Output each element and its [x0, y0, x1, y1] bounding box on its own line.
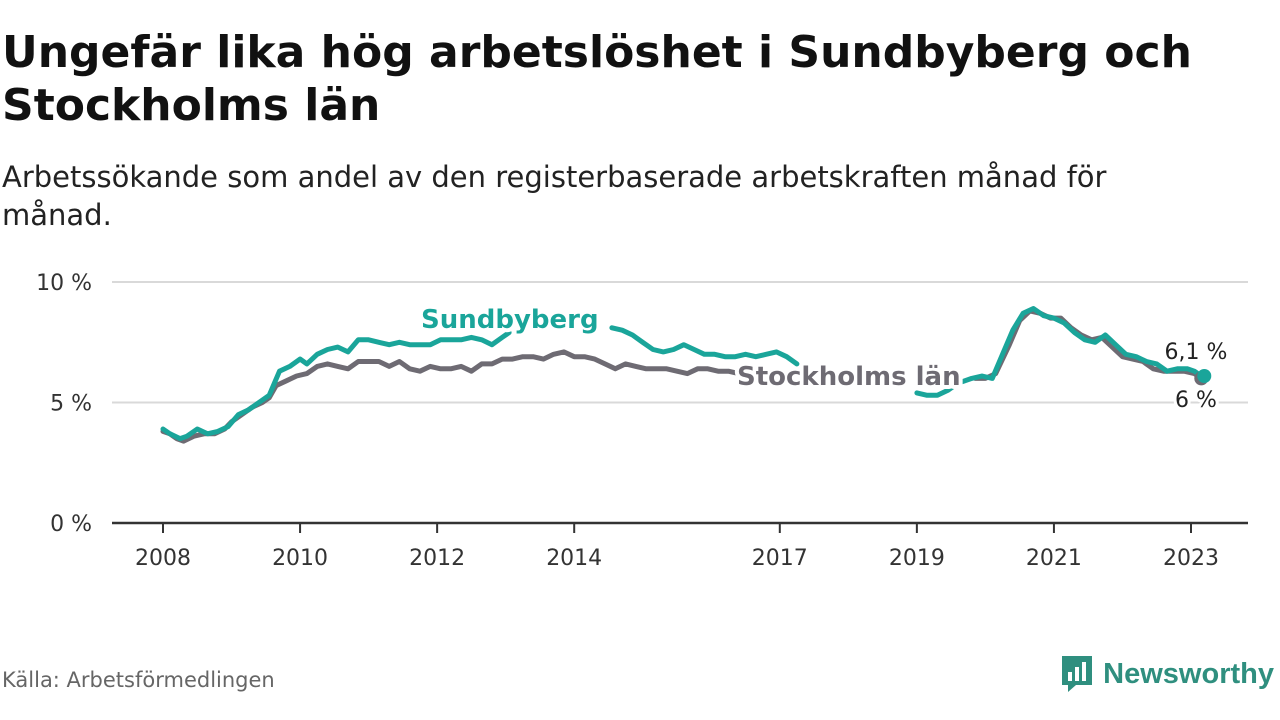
x-tick-label: 2023	[1163, 546, 1219, 571]
chart-subtitle: Arbetssökande som andel av den registerb…	[2, 160, 1107, 232]
y-tick-label: 5 %	[50, 392, 92, 417]
x-axis: 2008 2010 2012 2014 2017 2019 2021 2023	[112, 521, 1248, 571]
end-label-stockholm: 6 %	[1175, 388, 1217, 413]
y-tick-label: 10 %	[36, 271, 92, 296]
x-tick-label: 2012	[409, 546, 465, 571]
end-label-sundbyberg: 6,1 %	[1165, 340, 1228, 365]
x-tick-label: 2019	[889, 546, 945, 571]
newsworthy-logo-icon	[1062, 656, 1093, 692]
x-tick-label: 2021	[1026, 546, 1082, 571]
chart-title: Ungefär lika hög arbetslöshet i Sundbybe…	[2, 27, 1192, 131]
series-line-sundbyberg	[160, 330, 512, 442]
series-labels: Sundbyberg Stockholms län 6,1 % 6 %	[417, 301, 1230, 416]
series-line-sundbyberg	[914, 306, 1204, 398]
x-tick-label: 2014	[546, 546, 602, 571]
x-tick-label: 2008	[135, 546, 191, 571]
series-lines	[160, 306, 1212, 444]
series-line-stockholms-län	[160, 349, 752, 444]
y-tick-label: 0 %	[50, 512, 92, 537]
source-note: Källa: Arbetsförmedlingen	[2, 668, 275, 692]
brand-name: Newsworthy	[1103, 657, 1274, 690]
end-marker-sundbyberg	[1197, 368, 1212, 383]
y-axis-ticks: 0 % 5 % 10 %	[36, 271, 92, 537]
x-tick-label: 2017	[752, 546, 808, 571]
series-line-sundbyberg	[609, 325, 800, 367]
x-tick-label: 2010	[272, 546, 328, 571]
series-label-sundbyberg: Sundbyberg	[421, 305, 599, 335]
brand-logo[interactable]: Newsworthy	[1059, 654, 1274, 694]
series-label-stockholm: Stockholms län	[737, 362, 961, 392]
line-chart: 0 %5 %10 % 2008 2010 2012 2014 2017 2019 2021 2…	[36, 271, 1248, 571]
grid-lines	[112, 281, 1248, 404]
